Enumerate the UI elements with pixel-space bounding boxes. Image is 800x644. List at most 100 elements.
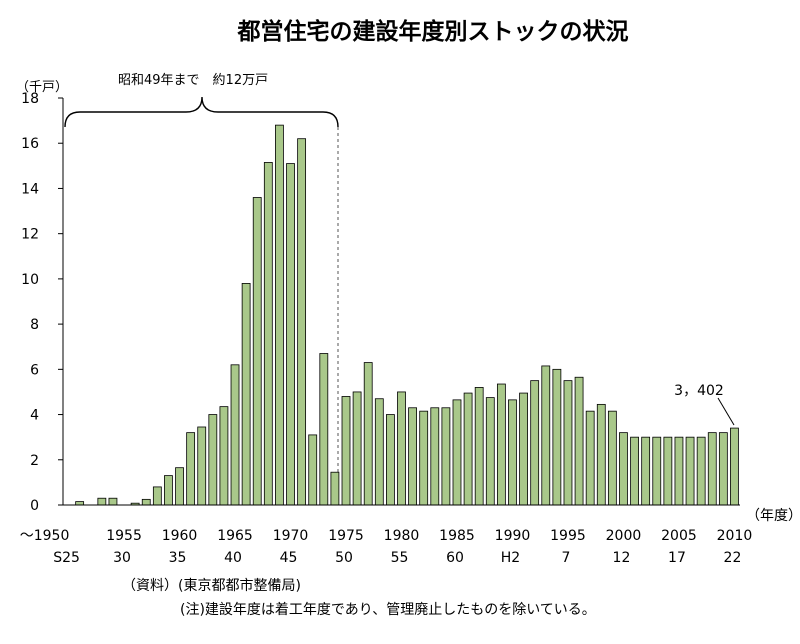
bracket-note: 昭和49年まで 約12万戸 [118,73,268,88]
bar-2007 [696,436,706,506]
bar-2005 [674,436,684,506]
x-tick-year: 1955 [106,528,142,544]
bar-1958 [152,486,162,506]
x-tick-year: 2005 [661,528,697,544]
y-tick-label: 12 [21,227,39,243]
y-tick-label: 14 [21,181,39,197]
bar-2000 [619,432,628,506]
bar-2008 [707,432,717,506]
bar-2006 [685,436,695,506]
bar-1968 [263,162,273,506]
bar-1953 [97,497,107,506]
bar-1962 [197,426,207,506]
bracket-brace [64,96,339,128]
x-tick-year: 1995 [550,528,586,544]
bar-1982 [419,410,429,506]
chart-title: 都営住宅の建設年度別ストックの状況 [237,18,629,45]
footnote: (注)建設年度は着工年度であり、管理廃止したものを除いている。 [180,602,596,618]
y-tick-label: 4 [30,408,39,424]
x-tick-year: ～1950 [20,528,70,544]
x-tick-era: 60 [446,550,464,566]
last-value-label: 3，402 [674,383,724,399]
bar-1960 [175,467,184,506]
x-tick-year: 1990 [495,528,531,544]
x-tick-era: S25 [53,550,80,566]
y-tick-label: 6 [30,362,39,378]
bar-1969 [275,124,284,506]
bar-1976 [352,391,362,506]
bar-1979 [386,414,395,506]
x-tick-year: 1970 [273,528,309,544]
x-tick-era: 40 [224,550,242,566]
x-tick-era: 22 [724,550,742,566]
bar-1971 [297,138,307,506]
y-tick-label: 2 [30,453,39,469]
y-axis-label: （千戸） [16,80,68,95]
bar-1984 [441,407,451,506]
y-tick-label: 18 [21,91,39,107]
bar-1961 [186,432,196,506]
x-tick-year: 1965 [217,528,253,544]
y-tick-label: 0 [30,498,39,514]
bar-1988 [485,397,495,506]
bar-2010 [730,427,739,506]
bar-1959 [164,475,173,506]
bar-1997 [585,410,595,506]
bar-1972 [308,434,318,506]
x-tick-year: 2010 [717,528,753,544]
bar-1966 [241,283,251,506]
bar-1986 [463,392,473,506]
x-tick-era: 7 [562,550,571,566]
bar-1973 [319,353,329,506]
bar-1998 [596,403,606,506]
x-tick-era: H2 [501,550,520,566]
bar-1974 [330,471,340,506]
y-tick-label: 8 [30,317,39,333]
bar-1994 [552,368,562,506]
x-tick-era: 50 [335,550,353,566]
x-tick-era: 35 [169,550,187,566]
x-tick-era: 17 [668,550,686,566]
x-tick-year: 1960 [162,528,198,544]
y-tick-label: 16 [21,136,39,152]
bar-2002 [641,436,651,506]
bar-1965 [230,364,240,506]
bar-1990 [508,399,517,506]
bar-1996 [574,376,584,506]
bar-1992 [530,380,540,506]
bar-1987 [474,387,484,506]
x-axis-label: （年度） [746,508,800,524]
x-tick-era: 45 [280,550,298,566]
bar-2009 [718,432,728,506]
x-tick-era: 12 [613,550,631,566]
bar-1977 [363,362,373,506]
bar-1967 [252,197,262,506]
bar-1964 [219,406,229,506]
bar-1981 [408,407,417,506]
bar-1995 [563,380,573,506]
x-tick-year: 1985 [439,528,475,544]
bar-1978 [374,398,384,506]
x-tick-year: 1980 [384,528,420,544]
bar-1999 [607,410,617,506]
bar-1991 [519,392,528,506]
x-tick-era: 30 [113,550,131,566]
bar-1989 [496,383,506,506]
bar-1975 [341,396,351,506]
bar-1983 [430,407,440,506]
bar-1957 [141,498,151,506]
bar-2003 [652,436,662,506]
x-tick-era: 55 [391,550,409,566]
x-tick-year: 2000 [606,528,642,544]
x-tick-year: 1975 [328,528,364,544]
bar-1985 [452,399,462,506]
bar-1963 [208,414,218,506]
bar-1970 [286,163,295,506]
bar-2001 [630,436,639,506]
bar-1980 [397,391,406,506]
y-tick-label: 10 [21,272,39,288]
bar-2004 [663,436,673,506]
bar-1951 [75,501,85,506]
source-note: （資料）(東京都都市整備局) [122,578,301,594]
